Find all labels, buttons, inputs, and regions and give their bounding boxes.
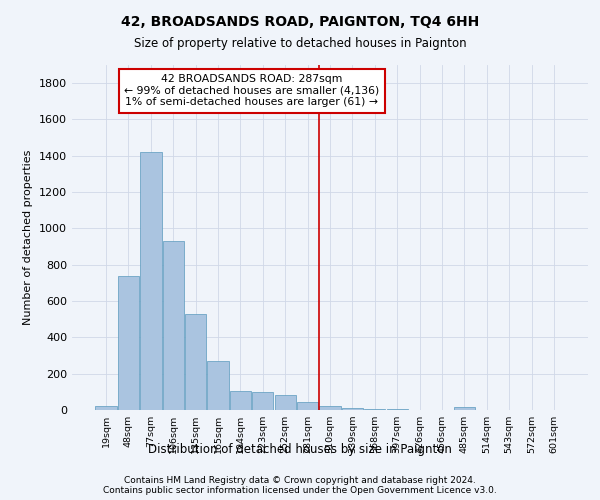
Bar (140, 152, 161, 410)
Bar (95, 406, 117, 410)
Bar (364, 409, 385, 410)
Text: Size of property relative to detached houses in Paignton: Size of property relative to detached ho… (134, 38, 466, 51)
Bar (454, 408, 475, 410)
Text: Distribution of detached houses by size in Paignton: Distribution of detached houses by size … (148, 442, 452, 456)
Bar (275, 396, 296, 410)
Y-axis label: Number of detached properties: Number of detached properties (23, 150, 34, 325)
Bar (230, 391, 251, 410)
Bar (319, 406, 341, 410)
Text: 42 BROADSANDS ROAD: 287sqm
← 99% of detached houses are smaller (4,136)
1% of se: 42 BROADSANDS ROAD: 287sqm ← 99% of deta… (124, 74, 379, 108)
Bar (297, 402, 318, 410)
Bar (208, 361, 229, 410)
Text: Contains HM Land Registry data © Crown copyright and database right 2024.: Contains HM Land Registry data © Crown c… (124, 476, 476, 485)
Text: Contains public sector information licensed under the Open Government Licence v3: Contains public sector information licen… (103, 486, 497, 495)
Bar (185, 314, 206, 410)
Bar (252, 392, 274, 410)
Bar (118, 276, 139, 410)
Bar (163, 241, 184, 410)
Bar (342, 408, 363, 410)
Text: 42, BROADSANDS ROAD, PAIGNTON, TQ4 6HH: 42, BROADSANDS ROAD, PAIGNTON, TQ4 6HH (121, 15, 479, 29)
